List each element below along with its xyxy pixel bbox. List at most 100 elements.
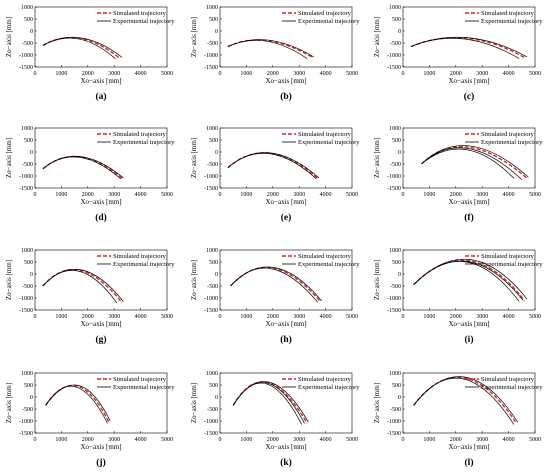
y-tick-label: 0 bbox=[398, 272, 401, 278]
x-tick-label: 2000 bbox=[267, 437, 279, 443]
y-tick-label: 0 bbox=[215, 29, 218, 35]
x-tick-label: 4000 bbox=[503, 71, 515, 77]
x-tick-label: 2000 bbox=[82, 314, 94, 320]
x-tick-label: 2000 bbox=[267, 71, 279, 77]
x-tick-label: 5000 bbox=[161, 192, 173, 198]
x-axis-label: Xo−axis [mm] bbox=[265, 77, 306, 85]
y-tick-label: -1500 bbox=[387, 308, 401, 314]
x-tick-label: 5000 bbox=[161, 71, 173, 77]
legend-experimental-label: Experimental trajectory bbox=[113, 384, 175, 391]
legend-experimental-label: Experimental trajectory bbox=[298, 261, 360, 268]
simulated-trajectory-line bbox=[413, 376, 518, 424]
y-tick-label: 0 bbox=[398, 150, 401, 156]
panel: -1500 -1000 -500 0 500 1000 0 1000 2000 3000 4000 5… bbox=[5, 248, 175, 345]
x-tick-label: 3000 bbox=[293, 314, 305, 320]
x-tick-label: 4000 bbox=[503, 437, 515, 443]
y-tick-label: -1500 bbox=[387, 65, 401, 71]
y-tick-label: 1000 bbox=[21, 5, 33, 11]
y-axis-label: Zo−axis [mm] bbox=[373, 383, 381, 423]
y-tick-label: 1000 bbox=[206, 126, 218, 132]
y-tick-label: 500 bbox=[24, 383, 33, 389]
panel-label: (b) bbox=[280, 91, 292, 102]
x-tick-label: 1000 bbox=[423, 192, 435, 198]
x-tick-label: 3000 bbox=[108, 314, 120, 320]
experimental-trajectory-line bbox=[421, 147, 523, 180]
x-axis-label: Xo−axis [mm] bbox=[448, 77, 489, 85]
simulated-trajectory-line bbox=[45, 384, 110, 423]
legend-simulated-label: Simulated trajectory bbox=[298, 131, 352, 138]
y-tick-label: -500 bbox=[390, 284, 401, 290]
y-tick-label: 1000 bbox=[389, 248, 401, 254]
legend-experimental-label: Experimental trajectory bbox=[481, 261, 543, 268]
legend-simulated-label: Simulated trajectory bbox=[113, 376, 167, 383]
x-tick-label: 3000 bbox=[476, 71, 488, 77]
y-axis-label: Zo−axis [mm] bbox=[373, 138, 381, 178]
y-tick-label: 1000 bbox=[21, 248, 33, 254]
y-tick-label: -1500 bbox=[387, 431, 401, 437]
experimental-trajectory-line bbox=[232, 382, 303, 425]
panel-label: (h) bbox=[280, 334, 292, 345]
x-tick-label: 5000 bbox=[529, 437, 541, 443]
x-tick-label: 1000 bbox=[423, 71, 435, 77]
x-tick-label: 5000 bbox=[161, 437, 173, 443]
experimental-trajectory-line bbox=[227, 39, 314, 58]
x-tick-label: 2000 bbox=[82, 71, 94, 77]
experimental-trajectory-line bbox=[42, 155, 124, 179]
legend-simulated-label: Simulated trajectory bbox=[481, 253, 535, 260]
y-tick-label: 0 bbox=[398, 29, 401, 35]
legend-experimental-label: Experimental trajectory bbox=[113, 139, 175, 146]
y-axis-label: Zo−axis [mm] bbox=[5, 260, 13, 300]
y-tick-label: 1000 bbox=[206, 5, 218, 11]
x-tick-label: 2000 bbox=[450, 314, 462, 320]
x-tick-label: 4000 bbox=[320, 314, 332, 320]
plot-frame bbox=[219, 372, 353, 434]
panel: -1500 -1000 -500 0 500 1000 0 1000 2000 3000 4000 5… bbox=[373, 5, 543, 102]
y-tick-label: -500 bbox=[207, 41, 218, 47]
y-tick-label: -500 bbox=[22, 162, 33, 168]
legend-simulated-label: Simulated trajectory bbox=[481, 131, 535, 138]
y-tick-label: -1500 bbox=[387, 186, 401, 192]
y-tick-label: -1500 bbox=[204, 186, 218, 192]
y-axis-label: Zo−axis [mm] bbox=[190, 17, 198, 57]
experimental-trajectory-line bbox=[42, 37, 116, 60]
x-tick-label: 1000 bbox=[240, 192, 252, 198]
legend-simulated-label: Simulated trajectory bbox=[113, 131, 167, 138]
x-tick-label: 1000 bbox=[55, 314, 67, 320]
x-tick-label: 3000 bbox=[108, 71, 120, 77]
x-tick-label: 0 bbox=[219, 192, 222, 198]
plot-frame bbox=[219, 249, 353, 311]
x-tick-label: 5000 bbox=[346, 314, 358, 320]
x-tick-label: 4000 bbox=[503, 192, 515, 198]
x-tick-label: 0 bbox=[402, 192, 405, 198]
y-tick-label: 500 bbox=[24, 17, 33, 23]
y-tick-label: -1000 bbox=[387, 53, 401, 59]
panel: -1500 -1000 -500 0 500 1000 0 1000 2000 3000 4000 5… bbox=[373, 126, 543, 223]
x-tick-label: 3000 bbox=[293, 71, 305, 77]
x-tick-label: 5000 bbox=[529, 192, 541, 198]
y-tick-label: -1500 bbox=[19, 431, 33, 437]
x-tick-label: 3000 bbox=[108, 437, 120, 443]
panel: -1500 -1000 -500 0 500 1000 0 1000 2000 3000 4000 5… bbox=[373, 248, 543, 345]
x-axis-label: Xo−axis [mm] bbox=[80, 198, 121, 206]
y-tick-label: -1000 bbox=[19, 174, 33, 180]
experimental-trajectory-line bbox=[42, 156, 122, 180]
y-tick-label: -1500 bbox=[19, 308, 33, 314]
y-axis-label: Zo−axis [mm] bbox=[190, 383, 198, 423]
y-tick-label: 0 bbox=[30, 395, 33, 401]
legend-experimental-label: Experimental trajectory bbox=[298, 139, 360, 146]
x-tick-label: 0 bbox=[34, 437, 37, 443]
y-tick-label: 500 bbox=[209, 17, 218, 23]
plot-frame bbox=[34, 372, 168, 434]
legend-simulated-label: Simulated trajectory bbox=[298, 10, 352, 17]
y-tick-label: -1000 bbox=[387, 419, 401, 425]
x-tick-label: 0 bbox=[219, 437, 222, 443]
y-tick-label: 500 bbox=[209, 138, 218, 144]
x-axis-label: Xo−axis [mm] bbox=[265, 443, 306, 451]
y-tick-label: -1000 bbox=[387, 174, 401, 180]
panel-label: (l) bbox=[465, 457, 474, 468]
y-tick-label: 0 bbox=[215, 150, 218, 156]
x-tick-label: 5000 bbox=[529, 71, 541, 77]
x-tick-label: 5000 bbox=[529, 314, 541, 320]
x-tick-label: 5000 bbox=[161, 314, 173, 320]
